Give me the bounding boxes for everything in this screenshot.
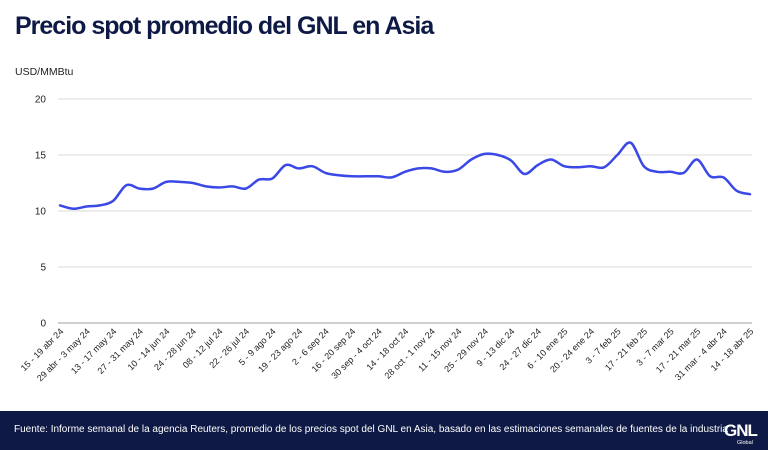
y-axis-unit-label: USD/MMBtu xyxy=(15,66,74,78)
y-tick-label: 10 xyxy=(35,207,47,218)
y-tick-label: 0 xyxy=(40,319,46,330)
gridlines xyxy=(58,98,752,324)
svg-text:Global: Global xyxy=(737,440,753,446)
y-tick-label: 15 xyxy=(35,151,47,162)
svg-text:GNL: GNL xyxy=(724,421,758,440)
y-tick-label: 5 xyxy=(40,263,46,274)
series-lines xyxy=(58,141,752,211)
footer-bar: Fuente: Informe semanal de la agencia Re… xyxy=(0,411,768,450)
y-tick-labels: 0 5 10 15 20 xyxy=(35,95,47,330)
y-tick-label: 20 xyxy=(35,95,47,106)
source-note: Fuente: Informe semanal de la agencia Re… xyxy=(14,424,728,435)
price-series-line xyxy=(58,141,752,211)
page-title: Precio spot promedio del GNL en Asia xyxy=(15,12,434,40)
gnl-global-logo: GNL Global xyxy=(724,421,759,446)
